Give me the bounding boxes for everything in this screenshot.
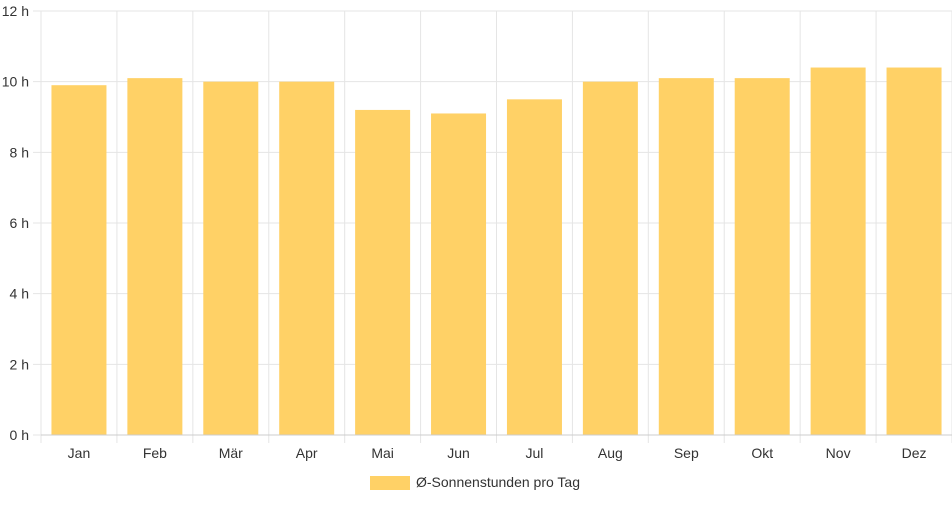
bar-jun[interactable]	[431, 113, 487, 435]
x-tick-label: Feb	[143, 445, 167, 461]
y-tick-label: 2 h	[10, 356, 29, 372]
y-tick-label: 8 h	[10, 144, 29, 160]
legend[interactable]: Ø-Sonnenstunden pro Tag	[370, 474, 580, 490]
x-tick-label: Nov	[826, 445, 851, 461]
axis-layer: 0 h 2 h 4 h 6 h 8 h 10 h 12 h Jan Feb Mär Apr Mai Ju…	[2, 3, 952, 461]
grid-layer	[33, 10, 952, 443]
bar-jul[interactable]	[506, 99, 562, 435]
bar-mär[interactable]	[203, 81, 259, 436]
y-tick-label: 10 h	[2, 74, 29, 90]
bar-sep[interactable]	[658, 78, 714, 435]
y-tick-label: 4 h	[10, 286, 29, 302]
y-tick-label: 12 h	[2, 3, 29, 19]
x-tick-label: Jun	[447, 445, 470, 461]
x-tick-label: Sep	[674, 445, 699, 461]
y-tick-label: 0 h	[10, 427, 29, 443]
x-tick-label: Jul	[526, 445, 544, 461]
x-tick-label: Aug	[598, 445, 623, 461]
bar-feb[interactable]	[127, 78, 183, 435]
x-tick-label: Apr	[296, 445, 318, 461]
bar-nov[interactable]	[810, 67, 866, 436]
bar-mai[interactable]	[355, 109, 411, 435]
x-tick-label: Okt	[751, 445, 773, 461]
y-tick-label: 6 h	[10, 215, 29, 231]
bars-layer	[51, 67, 942, 436]
x-tick-label: Mai	[371, 445, 394, 461]
bar-aug[interactable]	[582, 81, 638, 436]
x-tick-label: Mär	[219, 445, 243, 461]
x-tick-label: Dez	[902, 445, 927, 461]
x-tick-label: Jan	[68, 445, 91, 461]
bar-dez[interactable]	[886, 67, 942, 436]
bar-okt[interactable]	[734, 78, 790, 435]
legend-swatch[interactable]	[370, 476, 410, 490]
bar-jan[interactable]	[51, 85, 107, 435]
legend-label[interactable]: Ø-Sonnenstunden pro Tag	[416, 474, 580, 490]
bar-apr[interactable]	[279, 81, 335, 436]
